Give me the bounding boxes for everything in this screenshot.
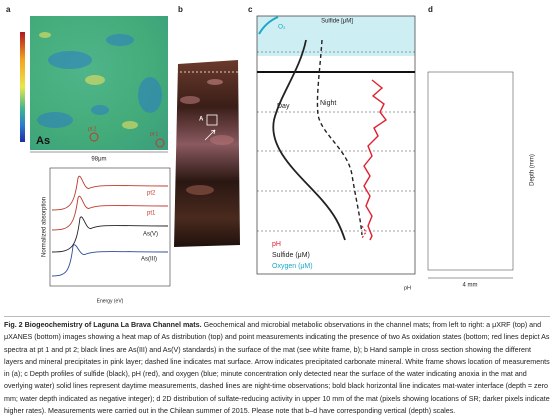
oxygen-curve <box>258 16 279 35</box>
day-label: Day <box>277 103 290 110</box>
scale-label: 4 mm <box>463 283 478 289</box>
spectra <box>51 175 169 277</box>
bottom-axis-label: pH <box>404 285 411 291</box>
plot-frame <box>256 15 416 275</box>
water-band <box>257 16 415 56</box>
curve-label: As(V) <box>143 232 158 238</box>
point-label: pt 2 <box>88 126 97 132</box>
sulfide-night <box>316 39 363 236</box>
heatmap-texture <box>37 34 162 128</box>
x-axis-label: Energy (eV) <box>97 298 124 304</box>
plot-frame <box>49 167 171 287</box>
panel-label: d <box>428 5 433 14</box>
top-axis-label: Sulfide [μM] <box>321 19 353 25</box>
frame-label: A <box>199 117 204 123</box>
legend-label: Oxygen (μM) <box>272 263 313 270</box>
panel-label: c <box>248 5 253 14</box>
ph-day <box>363 79 388 241</box>
sulfide-day <box>272 39 346 241</box>
element-label: As <box>36 135 50 147</box>
caption-text: Geochemical and microbial metabolic obse… <box>4 321 550 416</box>
legend-label: Sulfide (μM) <box>272 252 310 259</box>
point-label: pt 1 <box>150 131 159 137</box>
activity-map <box>427 71 514 271</box>
curve-label: As(III) <box>141 257 157 263</box>
sample-photo <box>174 60 240 247</box>
caption-title: Fig. 2 Biogeochemistry of Laguna La Brav… <box>4 321 202 329</box>
curve-label: pt2 <box>147 191 156 197</box>
caption: Fig. 2 Biogeochemistry of Laguna La Brav… <box>4 316 550 417</box>
scale-label: 98μm <box>91 157 106 163</box>
panel-label: a <box>6 5 11 14</box>
figure: a As pt 2 pt 1 98μm Normalized absorptio… <box>6 5 536 304</box>
night-label: Night <box>320 100 336 107</box>
colorbar <box>20 32 25 142</box>
point-marker <box>89 132 99 142</box>
frame <box>206 114 218 126</box>
oxygen-label: O₂ <box>278 24 286 31</box>
arrow <box>204 129 216 141</box>
depth-lines <box>257 51 415 232</box>
point-marker <box>155 138 165 148</box>
legend-label: pH <box>272 241 281 248</box>
panel-label: b <box>178 5 183 14</box>
heatmap-hotspots <box>39 32 138 129</box>
depth-axis-label: Depth (mm) <box>530 154 536 186</box>
photo-texture <box>180 79 234 195</box>
ph-night <box>361 225 367 239</box>
y-axis-label: Normalized absorption <box>42 197 48 257</box>
curve-label: pt1 <box>147 211 156 217</box>
